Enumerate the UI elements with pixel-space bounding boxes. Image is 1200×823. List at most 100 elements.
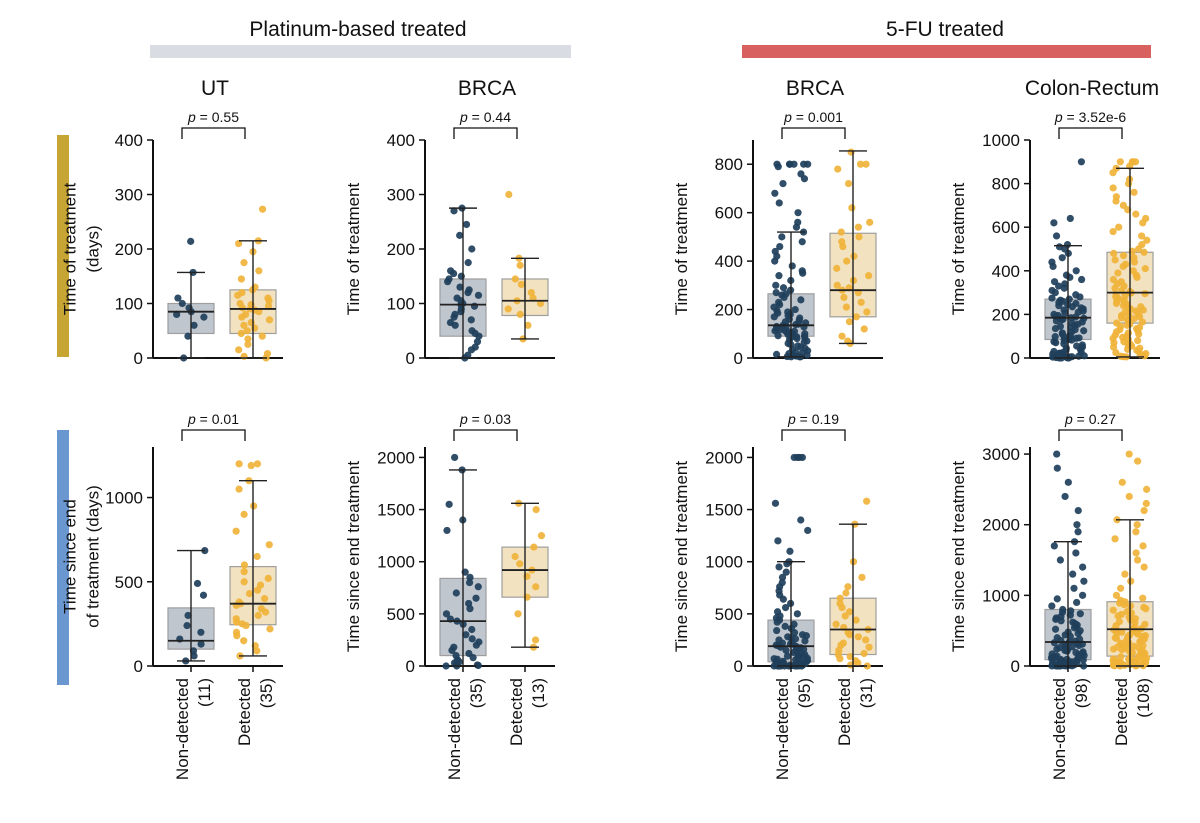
data-point <box>468 245 476 253</box>
data-point <box>242 621 250 630</box>
data-point <box>1053 595 1061 603</box>
significance-bracket <box>453 127 518 139</box>
data-point <box>456 283 464 291</box>
data-point <box>840 293 848 302</box>
data-point <box>1048 602 1056 610</box>
data-point <box>1052 232 1061 240</box>
data-point <box>197 628 205 636</box>
panel-0: 0 100 200 300 400 Time of treatment (days) p = … <box>61 109 283 368</box>
data-point <box>852 616 860 624</box>
data-point <box>516 310 524 318</box>
data-point <box>846 631 854 639</box>
data-point <box>1109 227 1117 236</box>
data-point <box>1139 594 1147 602</box>
data-point <box>1140 248 1148 256</box>
data-point <box>258 332 266 340</box>
y-axis-label: of treatment (days) <box>84 485 103 628</box>
significance-bracket <box>1058 429 1123 441</box>
data-point <box>1131 158 1140 166</box>
data-point <box>448 646 456 654</box>
data-point <box>1109 169 1117 177</box>
data-point <box>237 275 245 283</box>
data-point <box>1072 549 1080 557</box>
data-point <box>1054 282 1063 290</box>
data-point <box>798 238 806 246</box>
y-axis-label: Time since end treatment <box>672 461 691 652</box>
data-point <box>1074 528 1082 536</box>
y-tick-label: 500 <box>715 605 743 624</box>
x-tick-count: (11) <box>195 678 214 707</box>
data-point <box>445 500 453 508</box>
data-point <box>771 189 779 197</box>
data-point <box>1078 591 1087 599</box>
data-point <box>450 313 458 321</box>
data-point <box>531 636 540 644</box>
data-point <box>863 662 871 670</box>
data-point <box>845 318 854 326</box>
data-point <box>444 278 452 286</box>
data-point <box>1130 258 1139 266</box>
data-point <box>1074 506 1082 515</box>
data-point <box>1080 352 1088 360</box>
data-point <box>529 294 537 302</box>
data-point <box>1138 232 1146 240</box>
data-point <box>1121 570 1129 578</box>
data-point <box>504 305 512 313</box>
data-point <box>1123 321 1131 329</box>
data-point <box>235 485 243 493</box>
y-tick-label: 0 <box>734 349 743 368</box>
y-tick-label: 200 <box>715 301 743 320</box>
x-tick-label: Non-detected <box>445 678 464 780</box>
data-point <box>517 280 525 289</box>
data-point <box>771 257 779 265</box>
data-point <box>442 662 450 670</box>
p-value-label: p = 0.03 <box>459 411 511 427</box>
y-tick-label: 300 <box>387 186 415 205</box>
data-point <box>1075 641 1083 650</box>
data-point <box>1139 219 1147 227</box>
data-point <box>850 252 858 260</box>
data-point <box>443 526 451 535</box>
p-value-label: p = 0.55 <box>187 109 239 125</box>
data-point <box>774 537 782 545</box>
data-point <box>1058 254 1066 262</box>
data-point <box>775 301 784 309</box>
data-point <box>836 594 844 602</box>
data-point <box>838 332 846 340</box>
y-tick-label: 200 <box>115 240 143 259</box>
x-tick-count: (98) <box>1072 678 1091 708</box>
data-point <box>1112 299 1121 308</box>
data-point <box>1116 584 1125 592</box>
data-point <box>772 289 780 297</box>
data-point <box>781 622 789 630</box>
panel-1: 0 100 200 300 400 Time of treatment p = 0.44 <box>344 109 555 368</box>
data-point <box>1064 478 1072 486</box>
data-point <box>1143 236 1151 244</box>
x-tick-count: (13) <box>529 678 548 708</box>
data-point <box>464 289 472 297</box>
data-point <box>265 297 273 305</box>
data-point <box>841 612 849 620</box>
data-point <box>473 338 482 346</box>
data-point <box>1139 306 1147 314</box>
data-point <box>1050 219 1058 227</box>
group-title-platinum: Platinum-based treated <box>249 18 466 41</box>
data-point <box>799 269 807 277</box>
data-point <box>254 611 262 620</box>
data-point <box>511 552 519 561</box>
data-point <box>1072 267 1080 275</box>
data-point <box>235 239 243 248</box>
data-point <box>240 321 248 329</box>
data-point <box>833 281 841 289</box>
x-tick-label: Non-detected <box>1050 678 1069 780</box>
data-point <box>834 165 842 173</box>
data-point <box>238 313 246 321</box>
p-value-label: p = 0.44 <box>459 109 511 125</box>
data-point <box>774 163 782 171</box>
data-point <box>865 643 873 651</box>
data-point <box>1057 617 1065 625</box>
data-point <box>516 560 524 568</box>
data-point <box>237 329 245 338</box>
y-tick-label: 400 <box>715 252 743 271</box>
data-point <box>511 275 519 283</box>
